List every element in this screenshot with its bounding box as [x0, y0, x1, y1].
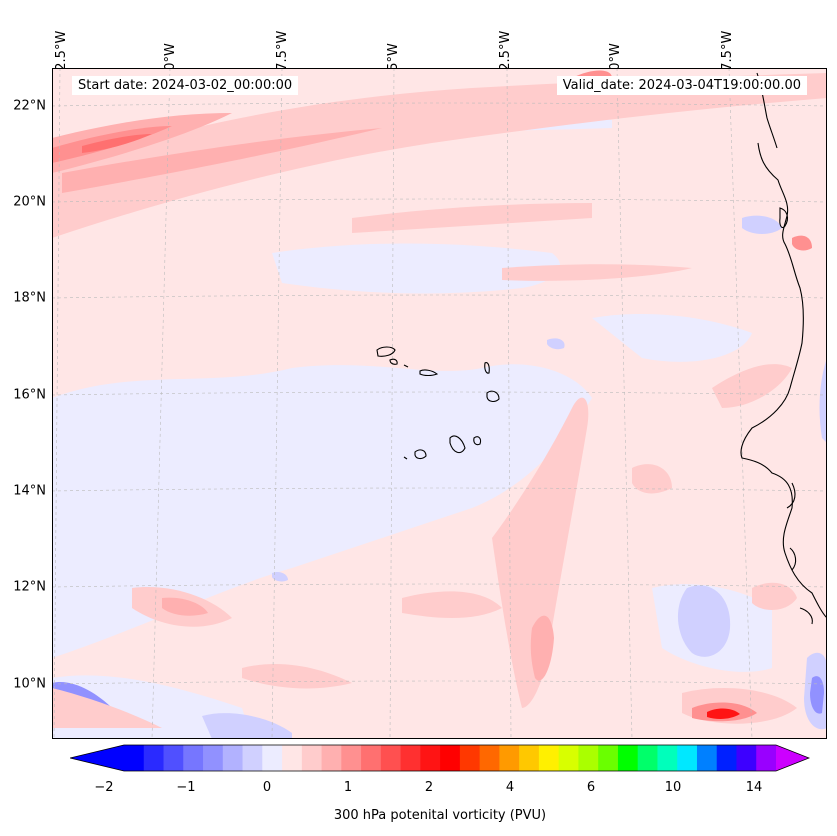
colorbar-segment: [677, 745, 698, 771]
colorbar-segment: [578, 745, 599, 771]
colorbar-segment: [479, 745, 500, 771]
start-date-label: Start date: 2024-03-02_00:00:00: [72, 76, 299, 95]
colorbar-segment: [657, 745, 678, 771]
colorbar-segment: [420, 745, 441, 771]
colorbar-segment: [183, 745, 204, 771]
lat-label: 20°N: [13, 194, 46, 210]
colorbar-segment: [440, 745, 461, 771]
colorbar-segment: [380, 745, 402, 771]
colorbar-tick: 4: [505, 780, 515, 795]
lat-label: 12°N: [13, 579, 46, 595]
colorbar-segment: [617, 745, 639, 771]
lat-label: 18°N: [13, 290, 46, 306]
colorbar-segment: [124, 745, 145, 771]
colorbar-tick: 1: [343, 780, 353, 795]
colorbar-segment: [558, 745, 579, 771]
colorbar-tick: 2: [424, 780, 434, 795]
colorbar-extend-low: [70, 745, 124, 771]
colorbar-segment: [736, 745, 757, 771]
colorbar-tick: 14: [745, 780, 763, 795]
positive-pv-bands: [52, 70, 827, 728]
colorbar: [69, 744, 811, 774]
colorbar-segment: [301, 745, 323, 771]
colorbar-segment: [696, 745, 718, 771]
cape-verde-islands: [376, 346, 500, 460]
colorbar-segment: [716, 745, 737, 771]
colorbar-segment: [400, 745, 421, 771]
colorbar-tick: 10: [664, 780, 682, 795]
graticule: [52, 68, 827, 739]
colorbar-segment: [262, 745, 283, 771]
colorbar-segment: [361, 745, 382, 771]
colorbar-segment: [222, 745, 244, 771]
colorbar-segment: [637, 745, 658, 771]
colorbar-segment: [143, 745, 165, 771]
lat-label: 22°N: [13, 98, 46, 114]
colorbar-extend-high: [776, 745, 809, 771]
colorbar-segment: [459, 745, 481, 771]
colorbar-segment: [203, 745, 224, 771]
colorbar-graphic: [69, 744, 811, 772]
colorbar-segment: [519, 745, 540, 771]
colorbar-segment: [282, 745, 303, 771]
colorbar-tick: 6: [586, 780, 596, 795]
colorbar-tick: 0: [262, 780, 272, 795]
colorbar-segment: [756, 745, 777, 771]
colorbar-tick: −1: [176, 780, 196, 795]
lat-label: 10°N: [13, 676, 46, 692]
colorbar-tick: −2: [94, 780, 114, 795]
colorbar-segment: [163, 745, 184, 771]
colorbar-outline: [69, 744, 811, 772]
pv-field-map: [52, 68, 827, 739]
colorbar-segment: [321, 745, 342, 771]
lat-label: 14°N: [13, 483, 46, 499]
colorbar-title: 300 hPa potenital vorticity (PVU): [333, 808, 547, 823]
lat-label: 16°N: [13, 387, 46, 403]
colorbar-segment: [499, 745, 520, 771]
colorbar-segment: [242, 745, 263, 771]
colorbar-segment: [341, 745, 362, 771]
valid-date-label: Valid_date: 2024-03-04T19:00:00.00: [556, 76, 807, 95]
map-panel: [52, 68, 827, 739]
colorbar-segment: [598, 745, 619, 771]
colorbar-segment: [538, 745, 560, 771]
